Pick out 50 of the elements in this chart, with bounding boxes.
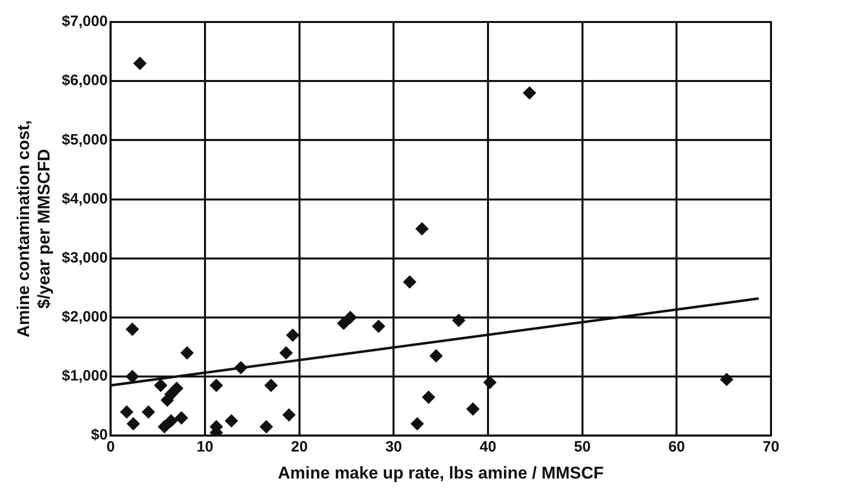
x-tick-label: 40 (480, 438, 496, 456)
point (158, 420, 171, 434)
point (337, 316, 350, 330)
point (720, 372, 734, 386)
point (422, 390, 436, 404)
point (410, 417, 424, 430)
point (452, 314, 466, 327)
point (415, 222, 428, 236)
point (430, 349, 443, 362)
point (466, 402, 480, 416)
y-axis-title: Amine contamination cost, $/year per MMSCFD (14, 120, 54, 338)
y-tick-label: $4,000 (62, 190, 108, 208)
x-tick-label: 60 (668, 438, 686, 456)
point (120, 405, 134, 418)
y-tick-label: $3,000 (62, 249, 108, 266)
point (210, 378, 223, 392)
y-tick-label: $0 (90, 426, 108, 444)
x-tick-label: 0 (106, 438, 115, 456)
point (344, 310, 357, 324)
x-tick-label: 20 (291, 438, 308, 456)
y-tick-label: $5,000 (62, 131, 108, 148)
point (174, 411, 188, 424)
point (282, 408, 296, 422)
point (126, 417, 140, 430)
point (133, 56, 146, 70)
x-tick-label: 30 (385, 438, 402, 456)
y-tick-label: $6,000 (62, 72, 108, 90)
point (126, 322, 139, 336)
point (523, 86, 536, 100)
point (403, 275, 416, 288)
y-tick-label: $7,000 (62, 13, 108, 30)
y-tick-label: $1,000 (62, 368, 108, 385)
point (280, 346, 293, 360)
point (286, 328, 300, 342)
point (483, 376, 496, 389)
point (164, 414, 178, 428)
point (154, 378, 168, 392)
x-tick-label: 70 (762, 438, 780, 456)
point (224, 414, 238, 428)
point (160, 394, 174, 407)
point (260, 420, 273, 434)
x-tick-label: 50 (574, 438, 591, 456)
y-tick-label: $2,000 (62, 308, 108, 326)
x-tick-label: 10 (196, 438, 214, 456)
point (180, 346, 194, 360)
point (142, 405, 155, 418)
point (126, 370, 139, 384)
x-axis-title: Amine make up rate, lbs amine / MMSCF (278, 463, 604, 482)
point (264, 378, 278, 392)
point (372, 320, 386, 333)
